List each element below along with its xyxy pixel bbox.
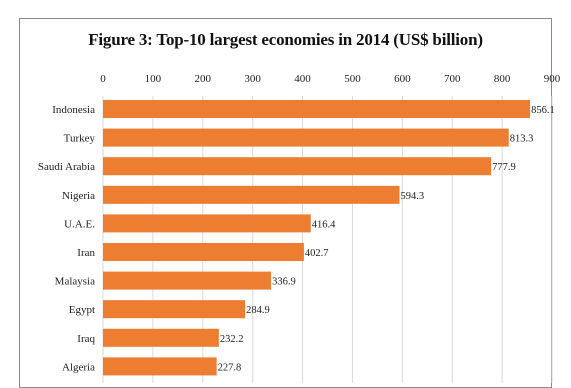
- bar: [103, 157, 492, 176]
- value-labels: 856.1 813.3 777.9 594.3 416.4 402.7 336.9 284.9…: [218, 105, 555, 373]
- x-tick-label: 400: [294, 73, 311, 85]
- chart-title: Figure 3: Top-10 largest economies in 20…: [88, 30, 483, 49]
- category-label: U.A.E.: [64, 218, 95, 230]
- value-label: 416.4: [312, 219, 336, 230]
- value-label: 336.9: [272, 277, 296, 288]
- x-tick-label: 100: [145, 73, 162, 85]
- bar: [103, 357, 217, 376]
- category-label: Algeria: [62, 361, 95, 373]
- bar: [103, 185, 400, 204]
- x-tick-label: 0: [100, 73, 106, 85]
- x-tick-label: 700: [444, 73, 461, 85]
- x-tick-label: 800: [494, 73, 511, 85]
- category-label: Iraq: [77, 333, 95, 345]
- bar: [103, 300, 246, 319]
- value-label: 777.9: [492, 162, 516, 173]
- bar: [103, 100, 531, 118]
- x-tick-label: 200: [195, 73, 212, 85]
- value-label: 402.7: [305, 248, 329, 259]
- bars: [103, 100, 531, 376]
- category-label: Nigeria: [62, 190, 95, 202]
- category-label: Iran: [77, 247, 95, 259]
- value-label: 856.1: [531, 105, 555, 116]
- value-label: 284.9: [246, 305, 270, 316]
- bar: [103, 214, 311, 233]
- category-label: Egypt: [69, 304, 95, 316]
- category-label: Saudi Arabia: [38, 161, 95, 173]
- bar: [103, 271, 272, 290]
- x-tick-label: 500: [344, 73, 361, 85]
- category-label: Indonesia: [52, 104, 95, 116]
- x-tick-label: 900: [544, 73, 561, 85]
- category-label: Malaysia: [55, 276, 95, 288]
- value-label: 594.3: [400, 191, 424, 202]
- category-label: Turkey: [64, 133, 96, 145]
- value-label: 227.8: [218, 362, 242, 373]
- category-labels: Indonesia Turkey Saudi Arabia Nigeria U.A.E.…: [38, 104, 96, 373]
- value-label: 813.3: [510, 134, 534, 145]
- bar: [103, 128, 509, 147]
- value-label: 232.2: [220, 334, 244, 345]
- x-tick-label: 300: [244, 73, 261, 85]
- x-axis-ticks: 0 100 200 300 400 500 600 700 800 900: [100, 73, 561, 85]
- bar: [103, 328, 219, 347]
- x-tick-label: 600: [394, 73, 411, 85]
- bar: [103, 243, 304, 261]
